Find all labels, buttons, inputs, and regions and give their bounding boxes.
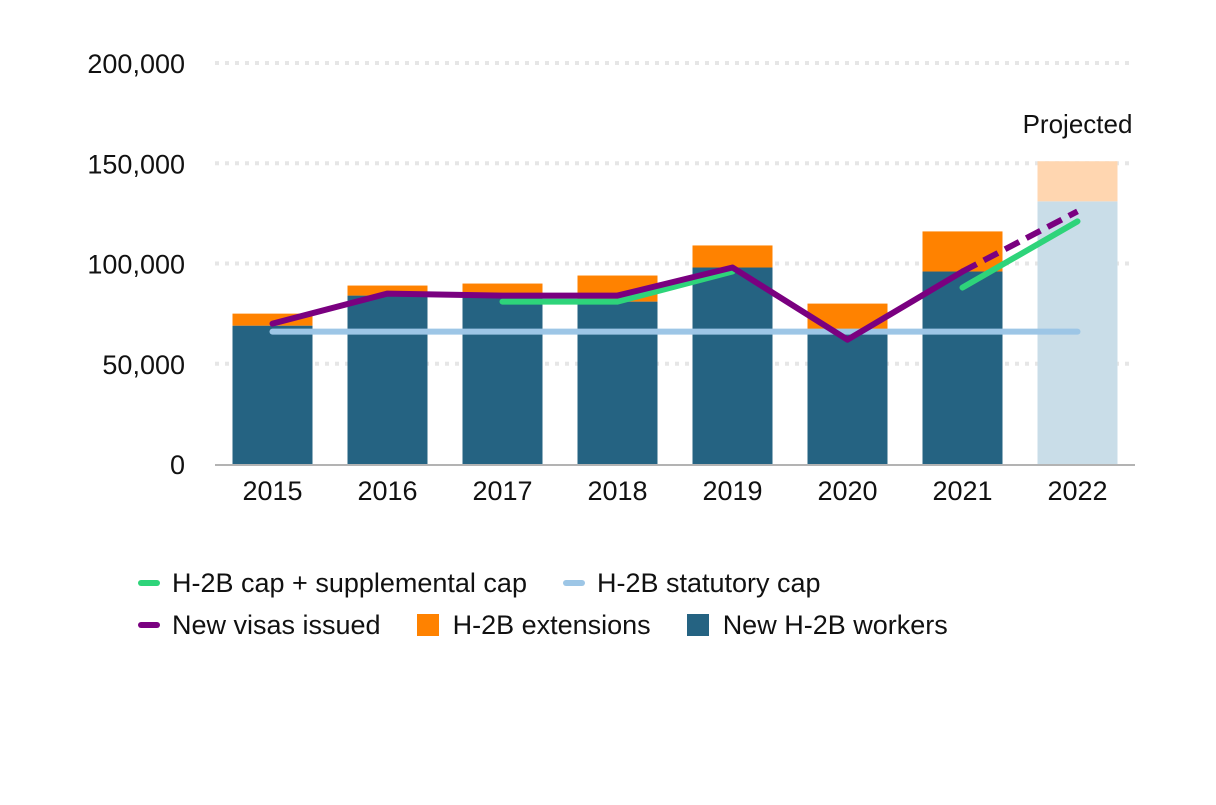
line-h-2b-cap-supplemental-cap (959, 218, 1081, 291)
y-tick-label: 100,000 (87, 250, 185, 280)
bar-new-h-2b-workers-2017 (462, 297, 543, 464)
x-tick-label: 2020 (817, 476, 877, 506)
legend-label: H-2B extensions (452, 609, 651, 640)
x-axis-ticks: 2015 2016 2017 2018 2019 2020 2021 2022 (242, 476, 1107, 506)
x-tick-label: 2019 (702, 476, 762, 506)
x-tick-label: 2018 (587, 476, 647, 506)
y-tick-label: 0 (170, 450, 185, 480)
bar-h-2b-extensions-2016 (347, 285, 428, 296)
series-lines (269, 208, 1081, 343)
legend-label: H-2B cap + supplemental cap (172, 567, 527, 598)
legend-label: H-2B statutory cap (596, 567, 821, 598)
legend-row: New visas issued H-2B extensions New H-2B … (138, 604, 984, 646)
legend-row: H-2B cap + supplemental cap H-2B statutor… (138, 562, 984, 604)
bar-h-2b-extensions-2019 (692, 245, 773, 268)
legend-item: H-2B cap + supplemental cap (138, 568, 527, 599)
legend-item: New visas issued (138, 610, 381, 641)
bar-new-h-2b-workers-2016 (347, 295, 428, 464)
legend-label: New H-2B workers (722, 609, 948, 640)
bar-new-h-2b-workers-2019 (692, 267, 773, 464)
bar-new-h-2b-workers-2020 (807, 329, 888, 464)
x-tick-label: 2016 (357, 476, 417, 506)
legend: H-2B cap + supplemental cap H-2B statutor… (138, 562, 984, 646)
x-tick-label: 2021 (932, 476, 992, 506)
bar-new-h-2b-workers-2021 (922, 271, 1003, 464)
legend-item: H-2B extensions (416, 609, 651, 641)
bar-new-h-2b-workers-2018 (577, 301, 658, 464)
legend-line-swatch-icon (138, 622, 160, 628)
legend-item: New H-2B workers (686, 609, 948, 641)
x-tick-label: 2015 (242, 476, 302, 506)
legend-line-swatch-icon (138, 580, 160, 586)
legend-box-swatch-icon (416, 614, 439, 636)
projected-annotation: Projected (1023, 109, 1133, 139)
y-tick-label: 200,000 (87, 49, 185, 79)
x-tick-label: 2017 (472, 476, 532, 506)
legend-label: New visas issued (172, 609, 381, 640)
y-tick-label: 150,000 (87, 149, 185, 179)
legend-line-swatch-icon (562, 580, 585, 586)
bar-h-2b-extensions-2022 (1037, 161, 1118, 202)
bar-new-h-2b-workers-2015 (232, 325, 313, 464)
legend-box-swatch-icon (686, 614, 709, 636)
legend-item: H-2B statutory cap (562, 567, 821, 599)
bars (232, 161, 1118, 464)
y-tick-label: 50,000 (102, 350, 185, 380)
line-new-visas-issued-projected (961, 208, 1079, 275)
x-tick-label: 2022 (1047, 476, 1107, 506)
y-axis-ticks: 0 50,000 100,000 150,000 200,000 (87, 49, 185, 480)
bar-h-2b-extensions-2021 (922, 231, 1003, 272)
